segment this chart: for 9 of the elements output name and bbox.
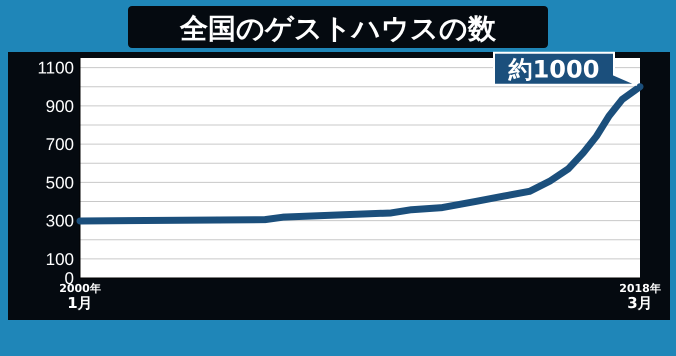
y-tick-label: 100	[46, 250, 74, 269]
y-tick-label: 500	[46, 173, 74, 192]
chart-title: 全国のゲストハウスの数	[179, 12, 497, 45]
x-tick-label: 2018年 3月	[619, 282, 661, 312]
y-tick-label: 300	[46, 212, 74, 231]
y-tick-label: 1100	[37, 58, 74, 78]
y-tick-label: 900	[46, 96, 74, 116]
y-tick-label: 700	[46, 135, 74, 154]
annotation: 約1000	[508, 55, 600, 84]
